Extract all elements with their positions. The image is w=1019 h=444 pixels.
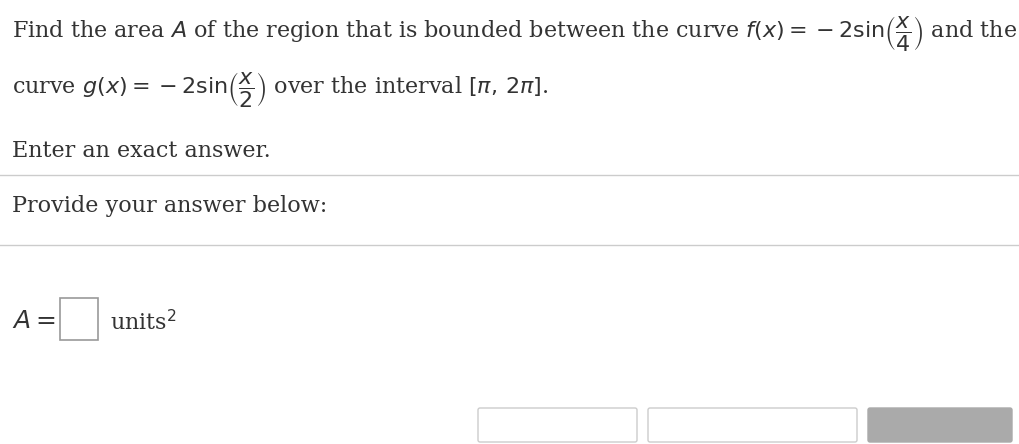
FancyBboxPatch shape: [60, 298, 98, 340]
FancyBboxPatch shape: [867, 408, 1011, 442]
Text: curve $g(x) = -2\sin\!\left(\dfrac{x}{2}\right)$ over the interval $[\pi,\, 2\pi: curve $g(x) = -2\sin\!\left(\dfrac{x}{2}…: [12, 70, 548, 109]
FancyBboxPatch shape: [647, 408, 856, 442]
FancyBboxPatch shape: [478, 408, 637, 442]
Text: Find the area $\mathit{A}$ of the region that is bounded between the curve $f(x): Find the area $\mathit{A}$ of the region…: [12, 14, 1016, 53]
Text: $A =$: $A =$: [12, 310, 55, 333]
Text: Enter an exact answer.: Enter an exact answer.: [12, 140, 270, 162]
Text: Provide your answer below:: Provide your answer below:: [12, 195, 327, 217]
Text: units$^2$: units$^2$: [110, 310, 176, 335]
